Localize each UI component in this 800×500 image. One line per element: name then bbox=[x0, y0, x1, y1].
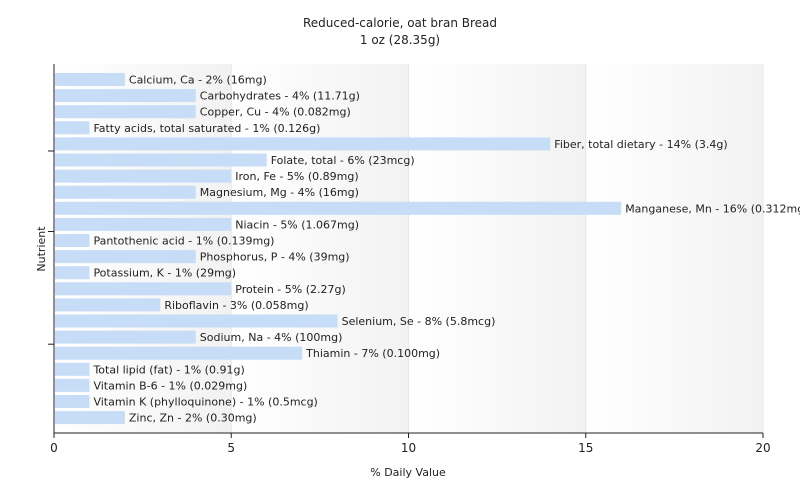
bar bbox=[55, 73, 125, 86]
bar-label: Potassium, K - 1% (29mg) bbox=[93, 267, 236, 280]
bar-label: Iron, Fe - 5% (0.89mg) bbox=[235, 170, 358, 183]
x-tick-label: 20 bbox=[755, 441, 770, 455]
grid-band bbox=[54, 64, 232, 433]
bar-label: Sodium, Na - 4% (100mg) bbox=[200, 331, 343, 344]
bar-label: Folate, total - 6% (23mcg) bbox=[271, 154, 415, 167]
grid-band bbox=[585, 64, 763, 433]
bar bbox=[55, 314, 338, 328]
bar bbox=[55, 362, 90, 376]
bar bbox=[55, 282, 232, 296]
x-axis-title: % Daily Value bbox=[370, 466, 446, 479]
grid-band bbox=[408, 64, 586, 433]
bar-label: Total lipid (fat) - 1% (0.91g) bbox=[92, 363, 244, 376]
bar-label: Manganese, Mn - 16% (0.312mg) bbox=[625, 202, 800, 215]
x-tick-label: 5 bbox=[227, 441, 235, 455]
bar-label: Riboflavin - 3% (0.058mg) bbox=[164, 299, 308, 312]
bar bbox=[55, 185, 196, 199]
bar bbox=[55, 169, 232, 183]
x-tick-label: 15 bbox=[578, 441, 593, 455]
bar bbox=[55, 121, 90, 135]
bar bbox=[55, 330, 196, 344]
bar bbox=[55, 298, 161, 312]
grid-band bbox=[231, 64, 409, 433]
bar-label: Thiamin - 7% (0.100mg) bbox=[305, 347, 440, 360]
bar bbox=[55, 250, 196, 264]
bar-label: Phosphorus, P - 4% (39mg) bbox=[200, 251, 350, 264]
bar bbox=[55, 266, 90, 280]
bar-label: Carbohydrates - 4% (11.71g) bbox=[200, 90, 360, 103]
x-tick-label: 10 bbox=[401, 441, 416, 455]
bar bbox=[55, 137, 551, 151]
bar bbox=[55, 89, 196, 103]
chart-subtitle: 1 oz (28.35g) bbox=[359, 33, 441, 47]
bar bbox=[55, 105, 196, 119]
chart-title: Reduced-calorie, oat bran Bread bbox=[302, 16, 498, 30]
x-tick-label: 0 bbox=[50, 441, 58, 455]
bar bbox=[55, 153, 267, 167]
bar bbox=[55, 395, 90, 408]
bar-label: Niacin - 5% (1.067mg) bbox=[235, 218, 359, 231]
bar-label: Magnesium, Mg - 4% (16mg) bbox=[200, 186, 359, 199]
bar-label: Pantothenic acid - 1% (0.139mg) bbox=[93, 235, 274, 248]
bar bbox=[55, 378, 90, 392]
bar bbox=[55, 201, 622, 215]
bar bbox=[55, 234, 90, 247]
bar bbox=[55, 217, 232, 231]
bar-label: Fatty acids, total saturated - 1% (0.126… bbox=[93, 122, 320, 135]
bar-label: Zinc, Zn - 2% (0.30mg) bbox=[129, 412, 257, 425]
y-axis-title: Nutrient bbox=[35, 226, 48, 272]
bar bbox=[55, 411, 125, 425]
bar-label: Calcium, Ca - 2% (16mg) bbox=[129, 74, 267, 87]
bar-label: Vitamin B-6 - 1% (0.029mg) bbox=[93, 379, 247, 392]
bar bbox=[55, 346, 303, 360]
bar-label: Fiber, total dietary - 14% (3.4g) bbox=[554, 138, 727, 151]
bar-label: Copper, Cu - 4% (0.082mg) bbox=[200, 106, 351, 119]
bar-label: Selenium, Se - 8% (5.8mcg) bbox=[342, 315, 496, 328]
bar-label: Protein - 5% (2.27g) bbox=[235, 283, 346, 296]
bar-label: Vitamin K (phylloquinone) - 1% (0.5mcg) bbox=[93, 396, 317, 409]
